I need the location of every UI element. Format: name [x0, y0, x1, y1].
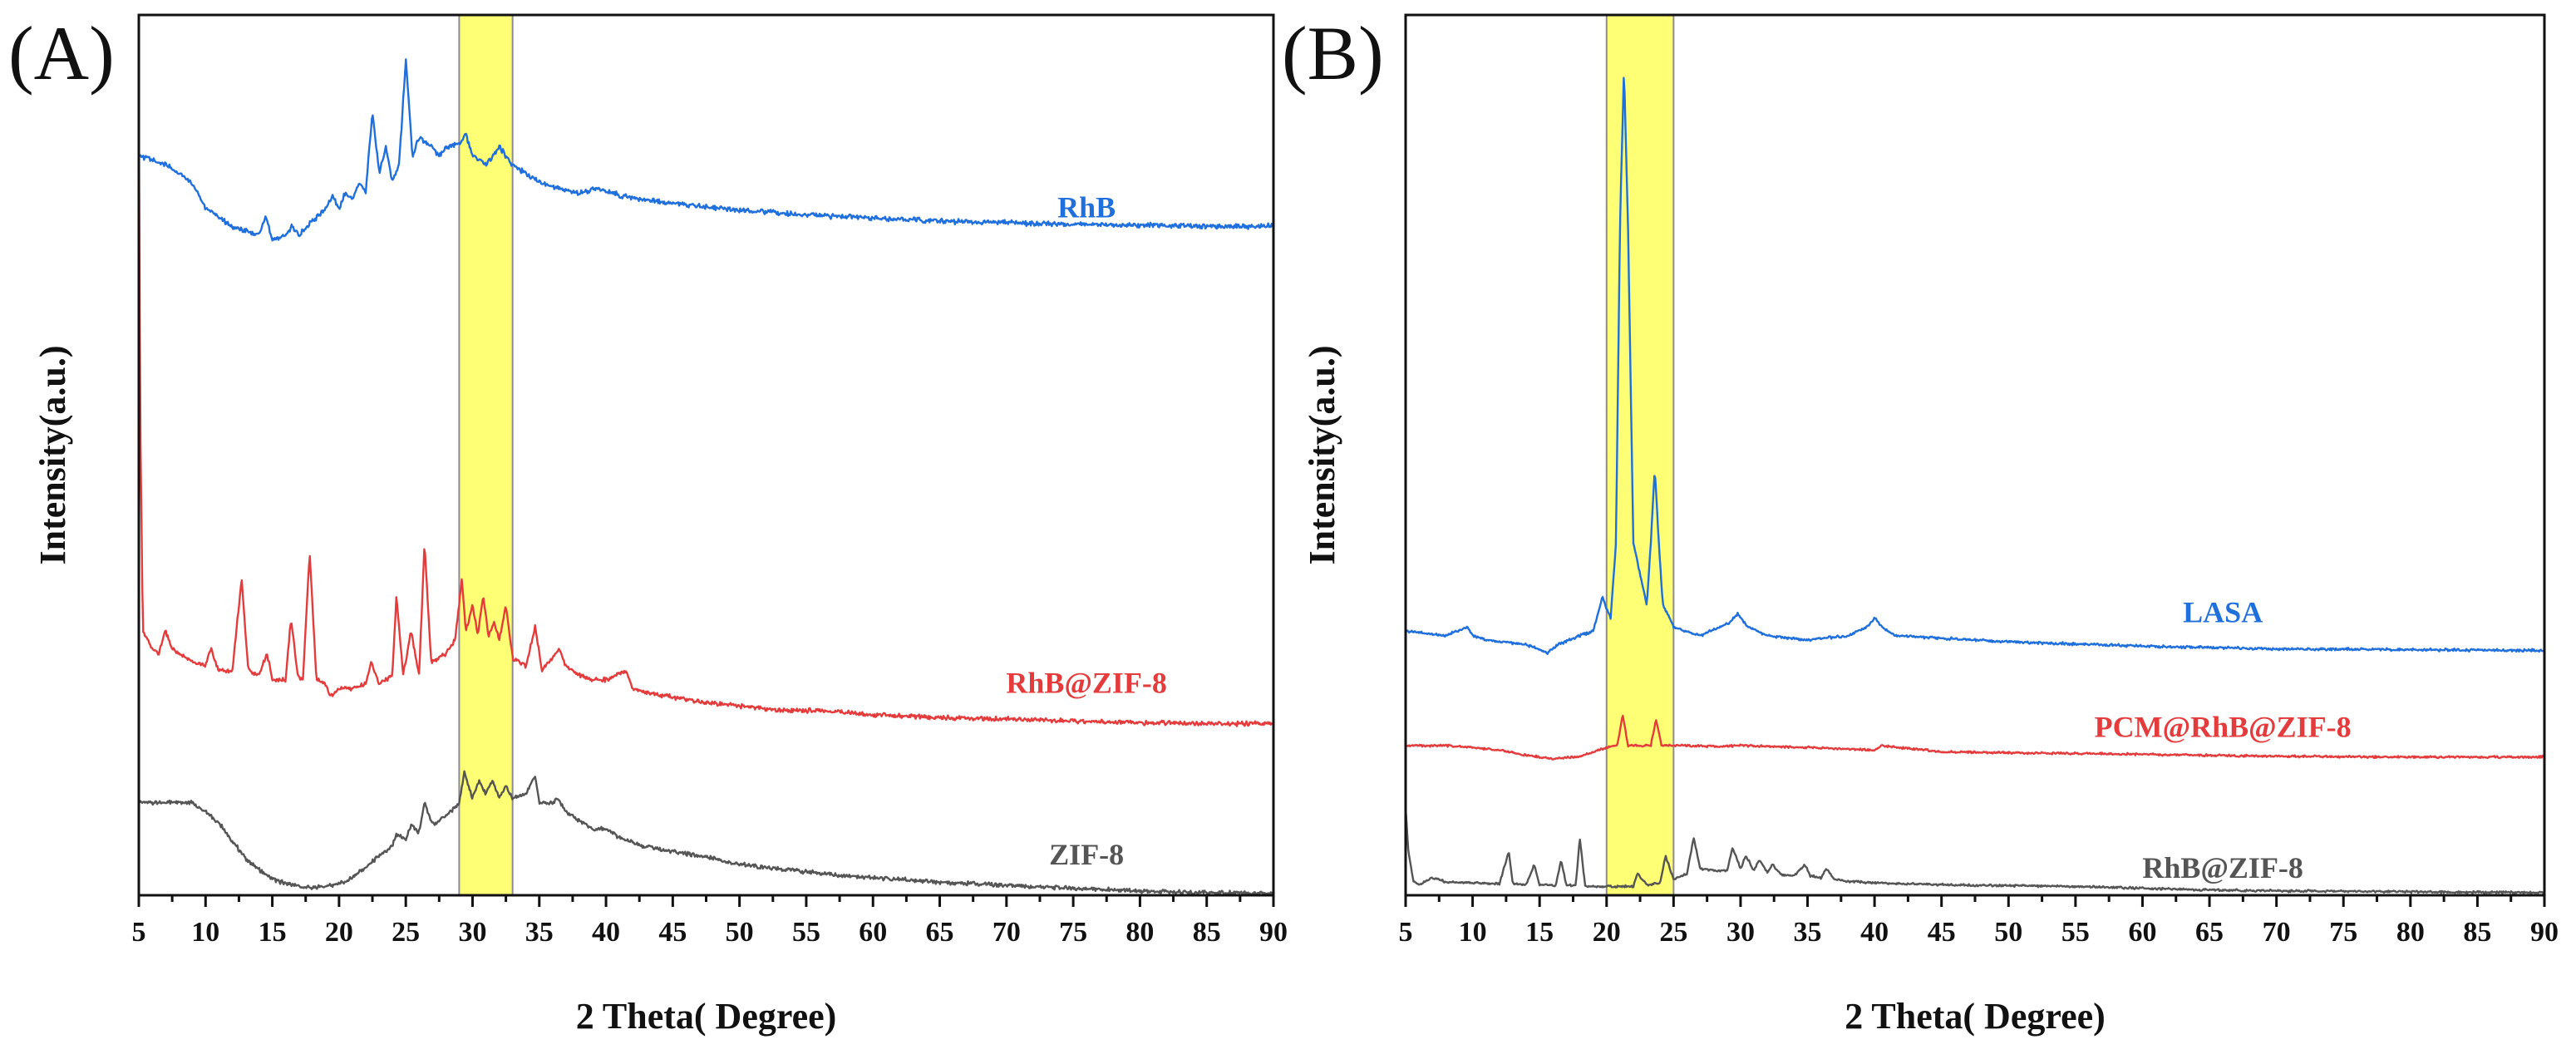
x-tick-label: 10	[191, 917, 219, 948]
x-tick-label: 45	[1928, 917, 1956, 948]
x-axis-title: 2 Theta( Degree)	[1845, 996, 2106, 1037]
x-tick-label: 50	[1994, 917, 2022, 948]
x-tick-label: 25	[1659, 917, 1687, 948]
x-axis-title: 2 Theta( Degree)	[576, 996, 837, 1037]
x-tick-label: 5	[1399, 917, 1413, 948]
series-label: ZIF-8	[1049, 838, 1124, 871]
x-tick-label: 65	[2195, 917, 2224, 948]
panel-b: LASA PCM@RhB@ZIF-8 RhB@ZIF-8 5 10 15 20 25 30 35 4…	[1282, 11, 2559, 1037]
series-label: LASA	[2183, 596, 2263, 629]
series-label: PCM@RhB@ZIF-8	[2095, 710, 2352, 743]
x-tick-label: 70	[992, 917, 1021, 948]
series-line-rhb-zif-8	[1404, 808, 2545, 895]
panel-label: (B)	[1282, 11, 1384, 96]
series-line-pcm-rhb-zif-8	[1405, 714, 2545, 761]
x-tick-label: 40	[1860, 917, 1889, 948]
y-axis-title: Intensity(a.u.)	[1302, 345, 1342, 564]
series-line-rhb	[138, 58, 1275, 242]
x-tick-label: 30	[458, 917, 486, 948]
x-tick-label: 85	[2463, 917, 2491, 948]
x-tick-label: 30	[1726, 917, 1755, 948]
series-line-lasa	[1405, 76, 2545, 655]
x-tick-label: 20	[1593, 917, 1621, 948]
x-tick-label: 70	[2263, 917, 2291, 948]
x-tick-label: 15	[259, 917, 287, 948]
plot-frame	[1404, 13, 2546, 897]
x-tick-label: 50	[726, 917, 754, 948]
x-tick-label: 25	[392, 917, 420, 948]
series-line-rhb-zif-8	[137, 101, 1275, 727]
x-tick-label: 35	[525, 917, 554, 948]
x-tick-label: 5	[132, 917, 146, 948]
x-tick-label: 40	[592, 917, 620, 948]
series-label: RhB	[1057, 191, 1116, 224]
series-label: RhB@ZIF-8	[2142, 851, 2303, 884]
y-axis-title: Intensity(a.u.)	[32, 345, 73, 564]
x-tick-label: 75	[1059, 917, 1087, 948]
x-tick-label: 35	[1794, 917, 1822, 948]
x-tick-label: 55	[2061, 917, 2090, 948]
x-tick-label: 15	[1525, 917, 1554, 948]
x-tick-label: 10	[1459, 917, 1487, 948]
x-tick-label: 60	[859, 917, 887, 948]
series-label: RhB@ZIF-8	[1006, 666, 1167, 699]
x-tick-label: 75	[2329, 917, 2357, 948]
x-tick-label: 80	[1125, 917, 1154, 948]
x-tick-label: 55	[792, 917, 820, 948]
x-tick-label: 85	[1193, 917, 1221, 948]
panel-label: (A)	[8, 11, 115, 96]
x-tick-label: 65	[926, 917, 954, 948]
x-tick-label: 20	[325, 917, 353, 948]
x-tick-label: 60	[2128, 917, 2156, 948]
x-tick-label: 90	[2530, 917, 2559, 948]
panel-a: RhB RhB@ZIF-8 ZIF-8 5 10 15 20 25 30 35 40 45 50 55 60…	[8, 11, 1288, 1037]
highlight-band	[458, 14, 514, 896]
x-tick-label: 90	[1259, 917, 1288, 948]
x-tick-label: 45	[658, 917, 687, 948]
series-line-zif-8	[138, 770, 1274, 897]
plot-frame	[137, 13, 1275, 897]
x-tick-label: 80	[2396, 917, 2425, 948]
